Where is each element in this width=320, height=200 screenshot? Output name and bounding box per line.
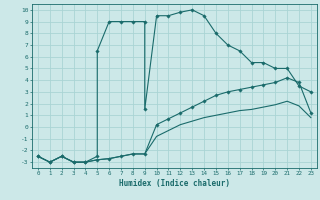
X-axis label: Humidex (Indice chaleur): Humidex (Indice chaleur) <box>119 179 230 188</box>
